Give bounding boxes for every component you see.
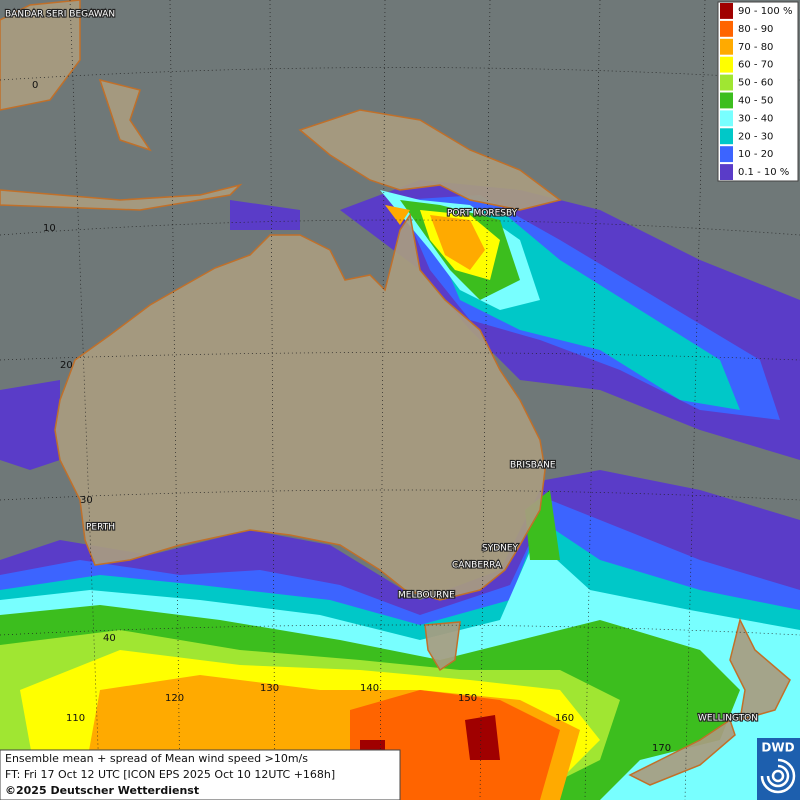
lat-label: 10 (43, 223, 56, 234)
legend-label: 40 - 50 (738, 95, 773, 106)
city-label: MELBOURNE (398, 591, 455, 601)
lon-label: 130 (260, 683, 279, 694)
city-label: PORT MORESBY (447, 209, 518, 219)
legend-swatch (720, 92, 733, 109)
field (0, 200, 300, 470)
lon-label: 160 (555, 713, 574, 724)
lon-label: 170 (652, 743, 671, 754)
legend-label: 60 - 70 (738, 60, 773, 71)
legend-label: 30 - 40 (738, 113, 773, 124)
nz-south (628, 718, 736, 786)
tasmania (424, 621, 461, 672)
lon-label: 150 (458, 693, 477, 704)
lon-label: 110 (66, 713, 85, 724)
nz-north (729, 617, 791, 722)
caption-line: Ensemble mean + spread of Mean wind spee… (5, 752, 308, 765)
lat-label: 0 (32, 80, 38, 91)
legend-swatch (720, 74, 733, 91)
legend-label: 50 - 60 (738, 78, 773, 89)
legend-label: 0.1 - 10 % (738, 167, 789, 178)
legend-swatch (720, 38, 733, 55)
sunda-islands (0, 183, 243, 211)
legend-swatch (720, 128, 733, 145)
city-label: WELLINGTON (698, 714, 758, 724)
lat-label: 40 (103, 633, 116, 644)
city-label: BANDAR SERI BEGAWAN (5, 10, 115, 20)
legend-swatch (720, 3, 733, 19)
legend-swatch (720, 146, 733, 163)
lat-label: 20 (60, 360, 73, 371)
lon-label: 140 (360, 683, 379, 694)
legend-swatch (720, 20, 733, 37)
legend: 90 - 100 % 80 - 90 70 - 80 60 - 70 50 - 60 40… (720, 3, 792, 180)
new-guinea (298, 109, 562, 211)
city-label: PERTH (86, 523, 115, 533)
legend-swatch (720, 164, 733, 180)
field (385, 205, 485, 270)
caption-box (0, 749, 401, 800)
legend-swatch (720, 110, 733, 127)
legend-label: 20 - 30 (738, 131, 773, 142)
sulawesi (98, 78, 152, 152)
logo-text: DWD (761, 741, 794, 755)
legend-label: 70 - 80 (738, 42, 773, 53)
borneo (0, 0, 81, 111)
lon-label: 120 (165, 693, 184, 704)
land (0, 0, 791, 786)
city-label: CANBERRA (452, 561, 502, 571)
city-label: SYDNEY (482, 544, 519, 554)
caption-line: FT: Fri 17 Oct 12 UTC [ICON EPS 2025 Oct… (5, 768, 335, 781)
logo-swirl (760, 758, 796, 794)
australia (54, 213, 546, 601)
caption-line: ©2025 Deutscher Wetterdienst (5, 784, 199, 797)
probability-fields (0, 180, 800, 800)
legend-swatch (720, 56, 733, 73)
lat-label: 30 (80, 495, 93, 506)
legend-label: 80 - 90 (738, 24, 773, 35)
legend-label: 10 - 20 (738, 149, 773, 160)
city-label: BRISBANE (510, 461, 556, 471)
field (350, 690, 560, 800)
legend-label: 90 - 100 % (738, 6, 792, 17)
